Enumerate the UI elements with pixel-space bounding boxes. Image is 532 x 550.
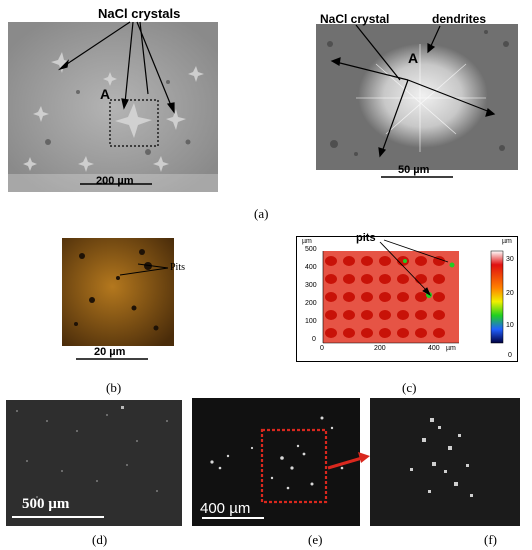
- panel-c-colorbar-tick-20: 20: [506, 290, 514, 297]
- panel-f-image: [370, 398, 520, 526]
- panel-d-scale-label: 500 µm: [22, 496, 70, 512]
- panel-c-x-tick-0: 0: [320, 345, 324, 352]
- panel-a-left-region-marker: A: [100, 86, 111, 102]
- panel-c-y-tick-0: 0: [312, 336, 316, 343]
- panel-a-left-sem-image: [8, 22, 218, 192]
- panel-e-scale-label: 400 µm: [200, 500, 251, 517]
- panel-a-right-label-dendrites: dendrites: [432, 12, 487, 26]
- panel-c-y-tick-500: 500: [305, 246, 317, 253]
- panel-a-left-label-crystals: NaCl crystals: [98, 6, 181, 21]
- caption-c: (c): [402, 380, 417, 395]
- panel-c-y-tick-300: 300: [305, 282, 317, 289]
- panel-c-colorbar-tick-10: 10: [506, 322, 514, 329]
- panel-c-height-map: [296, 236, 518, 362]
- caption-e: (e): [308, 532, 323, 547]
- panel-c-y-tick-400: 400: [305, 264, 317, 271]
- panel-d-image: [6, 400, 182, 526]
- panel-c-colorbar-unit: µm: [502, 238, 512, 245]
- panel-c-x-tick-200: 200: [374, 345, 386, 352]
- panel-c-y-tick-100: 100: [305, 318, 317, 325]
- panel-b-optical-image: [62, 238, 174, 346]
- panel-a-right-scale-label: 50 µm: [398, 164, 430, 176]
- panel-a-right-region-marker: A: [408, 50, 419, 66]
- panel-b-label-pits: Pits: [170, 262, 186, 273]
- caption-b: (b): [106, 380, 122, 395]
- panel-c-colorbar-tick-0: 0: [508, 352, 512, 359]
- panel-c-unit-label: µm: [302, 238, 312, 245]
- panel-b-scale-label: 20 µm: [94, 346, 126, 358]
- panel-c-label-pits: pits: [356, 232, 376, 244]
- panel-c-x-tick-400: 400: [428, 345, 440, 352]
- panel-e-image: [192, 398, 360, 526]
- caption-d: (d): [92, 532, 108, 547]
- panel-c-y-tick-200: 200: [305, 300, 317, 307]
- panel-c-colorbar-tick-30: 30: [506, 256, 514, 263]
- panel-a-left-scale-label: 200 µm: [96, 175, 134, 187]
- caption-a: (a): [254, 206, 269, 221]
- caption-f: (f): [484, 532, 497, 547]
- panel-a-right-label-crystal: NaCl crystal: [320, 12, 390, 26]
- panel-c-x-unit: µm: [446, 345, 456, 352]
- panel-a-right-sem-image: [316, 24, 518, 170]
